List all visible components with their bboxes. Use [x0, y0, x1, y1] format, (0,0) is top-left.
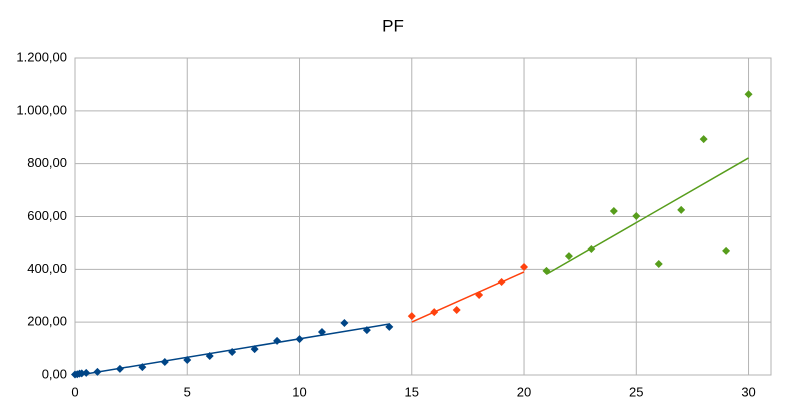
point — [587, 244, 596, 253]
point — [273, 336, 282, 345]
x-tick-label: 25 — [629, 384, 643, 399]
point — [317, 327, 326, 336]
x-tick-label: 15 — [405, 384, 419, 399]
point — [452, 306, 461, 315]
trendline — [411, 271, 525, 323]
point — [295, 335, 304, 344]
y-tick-label: 600,00 — [27, 208, 67, 223]
point — [407, 312, 416, 321]
y-tick-label: 1.200,00 — [16, 49, 67, 64]
point — [497, 278, 506, 287]
point — [160, 358, 169, 367]
point — [183, 355, 192, 364]
point — [340, 318, 349, 327]
point — [722, 246, 731, 255]
point — [475, 290, 484, 299]
point — [115, 364, 124, 373]
y-tick-label: 200,00 — [27, 314, 67, 329]
point — [654, 260, 663, 269]
point — [744, 90, 753, 99]
point — [138, 363, 147, 372]
point — [228, 348, 237, 357]
x-tick-label: 30 — [741, 384, 755, 399]
point — [430, 308, 439, 317]
x-tick-label: 10 — [292, 384, 306, 399]
y-tick-label: 1.000,00 — [16, 102, 67, 117]
point — [677, 205, 686, 214]
point — [362, 326, 371, 335]
x-tick-label: 5 — [184, 384, 191, 399]
point — [542, 266, 551, 275]
x-tick-label: 20 — [517, 384, 531, 399]
point — [250, 345, 259, 354]
point — [564, 252, 573, 261]
y-tick-label: 400,00 — [27, 261, 67, 276]
plot-border — [74, 57, 772, 376]
y-tick-label: 0,00 — [42, 366, 67, 381]
chart-title: PF — [382, 16, 404, 35]
x-tick-label: 0 — [71, 384, 78, 399]
point — [93, 367, 102, 376]
point — [699, 135, 708, 144]
point — [520, 262, 529, 271]
point — [385, 322, 394, 331]
point — [205, 351, 214, 360]
point — [632, 211, 641, 220]
trendline — [546, 157, 749, 275]
point — [609, 206, 618, 215]
y-tick-label: 800,00 — [27, 155, 67, 170]
point — [82, 368, 91, 377]
